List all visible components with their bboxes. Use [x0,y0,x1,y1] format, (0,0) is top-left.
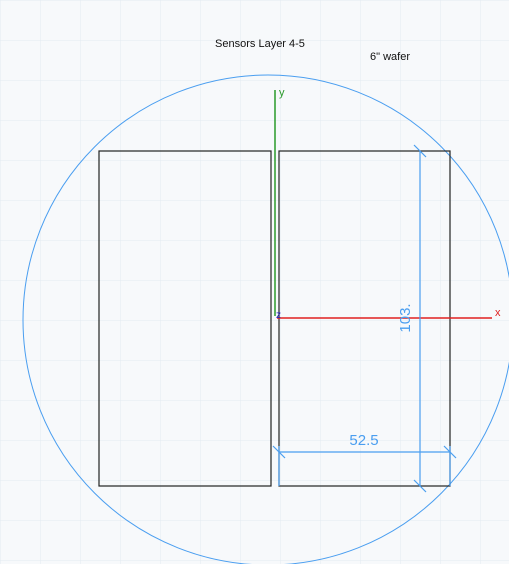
height-dimension [413,144,427,493]
sensor-left [98,150,272,487]
height-dimension-label: 103. [397,303,414,332]
title: Sensors Layer 4-5 [215,38,305,50]
subtitle: 6" wafer [370,51,410,63]
width-dimension [272,445,457,486]
x-axis-label: x [495,307,501,319]
y-axis-label: y [279,87,285,99]
width-dimension-label: 52.5 [349,432,378,449]
wafer-outline [22,74,509,564]
z-axis-label: z [276,310,281,321]
